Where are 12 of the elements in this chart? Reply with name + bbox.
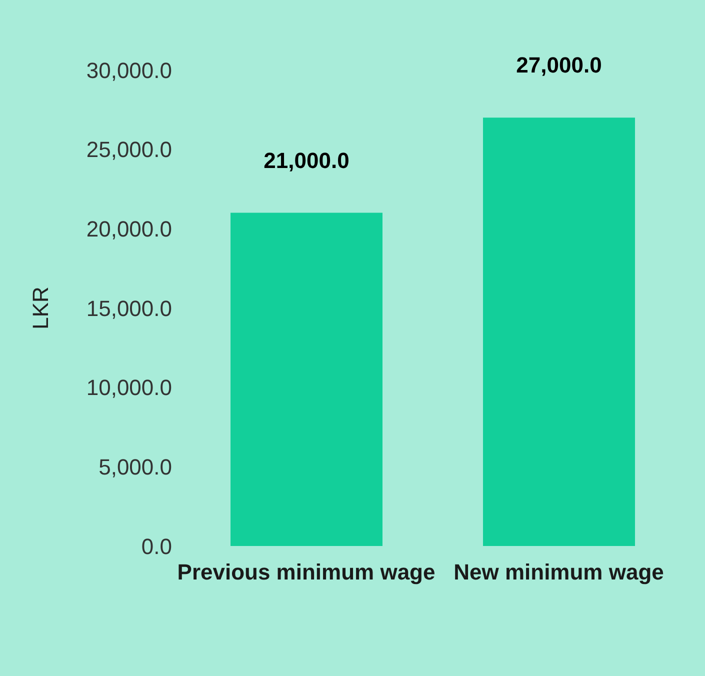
y-tick-label: 5,000.0 [98,454,172,480]
x-tick-label: Previous minimum wage [177,560,436,585]
data-label: 27,000.0 [516,52,602,78]
y-axis-title: LKR [28,286,53,330]
data-label: 21,000.0 [264,148,350,173]
y-tick-label: 10,000.0 [86,375,172,400]
x-tick-label: New minimum wage [454,560,664,585]
y-tick-label: 25,000.0 [86,137,172,162]
y-tick-label: 30,000.0 [86,58,172,83]
y-tick-label: 0.0 [141,534,172,559]
y-tick-label: 15,000.0 [86,296,172,321]
y-tick-label: 20,000.0 [86,216,172,242]
